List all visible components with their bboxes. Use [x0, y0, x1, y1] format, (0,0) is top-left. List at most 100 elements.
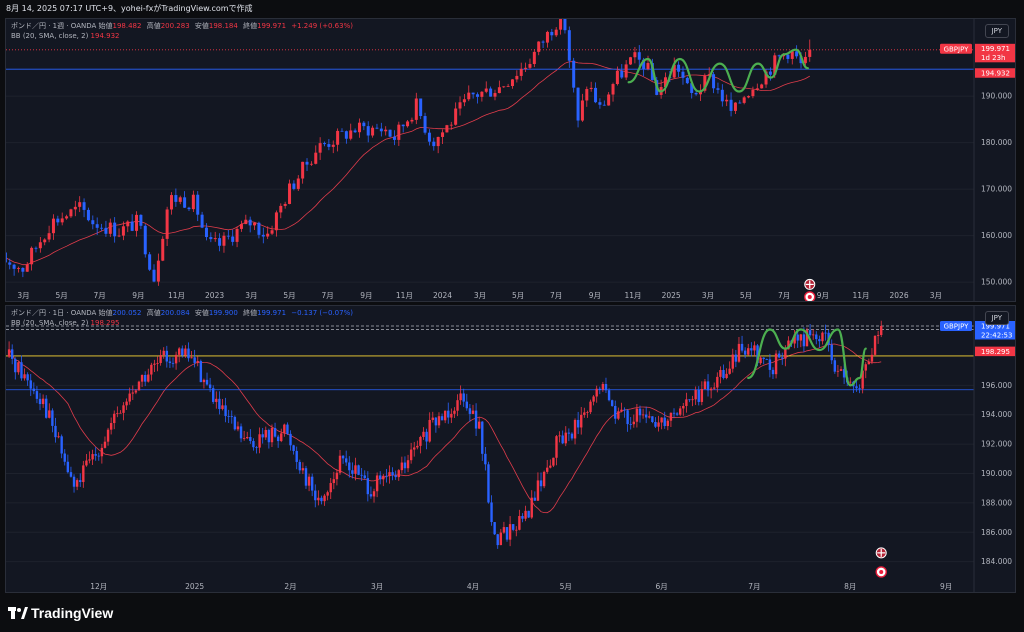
candle-body: [796, 334, 799, 341]
candle-body: [808, 49, 812, 57]
jpy-flag-marker: [875, 566, 887, 578]
candle-body: [425, 431, 428, 442]
symbol-price-tag-label: GBPJPY: [944, 322, 970, 330]
candle-body: [156, 260, 160, 282]
candle-body: [632, 421, 636, 425]
legend-low-label: 安値: [194, 309, 209, 317]
y-tick-label: 170.000: [981, 185, 1012, 194]
candle-body: [174, 195, 178, 202]
candle-body: [360, 474, 363, 476]
chart-caption: 8月 14, 2025 07:17 UTC+9、yohei-fxがTrading…: [6, 4, 253, 13]
weekly-indicator-legend[interactable]: BB (20, SMA, close, 2) 194.932: [11, 32, 123, 41]
candle-body: [289, 433, 292, 446]
candle-body: [607, 390, 611, 401]
candle-body: [165, 209, 169, 239]
daily-chart-canvas[interactable]: 196.000 194.000 192.000 190.000 188.000 186.0…: [6, 306, 1016, 593]
candle-body: [131, 392, 134, 394]
candle-body: [348, 462, 351, 471]
candle-body: [589, 401, 592, 413]
candle-body: [542, 471, 546, 487]
candle-body: [697, 389, 700, 402]
candle-body: [563, 19, 567, 31]
x-tick-label: 2026: [890, 291, 909, 300]
x-tick-label: 3月: [702, 291, 714, 300]
weekly-chart-canvas[interactable]: 190.000 180.000 170.000 160.000 150.000 GBPJP…: [6, 19, 1016, 302]
candle-body: [471, 410, 475, 414]
candle-body: [573, 419, 577, 439]
candle-body: [620, 70, 624, 78]
candle-body: [410, 119, 414, 122]
candle-body: [677, 64, 681, 72]
candle-body: [249, 436, 252, 442]
candle-body: [604, 384, 608, 391]
candle-body: [409, 449, 413, 461]
candle-body: [168, 361, 172, 363]
candle-body: [576, 87, 580, 121]
candle-body: [703, 381, 707, 390]
candle-body: [320, 497, 323, 502]
candle-body: [519, 68, 523, 76]
weekly-chart-pane[interactable]: 190.000 180.000 170.000 160.000 150.000 GBPJP…: [5, 18, 1016, 302]
tradingview-logo: TradingView: [8, 603, 113, 623]
daily-chart-pane[interactable]: 196.000 194.000 192.000 190.000 188.000 186.0…: [5, 305, 1016, 593]
candle-body: [221, 405, 224, 409]
candle-body: [139, 214, 143, 226]
candle-body: [419, 98, 423, 117]
y-tick-label: 194.000: [981, 410, 1012, 419]
x-tick-label: 7月: [94, 291, 106, 300]
candle-body: [657, 422, 660, 427]
candle-body: [159, 355, 162, 364]
candle-body: [310, 476, 314, 491]
candle-body: [63, 453, 66, 462]
candle-body: [759, 357, 762, 364]
candle-body: [25, 264, 29, 272]
x-tick-label: 3月: [371, 582, 383, 591]
candle-body: [880, 325, 883, 335]
candle-body: [873, 335, 877, 355]
candle-body: [467, 92, 471, 100]
x-tick-label: 5月: [512, 291, 524, 300]
candle-body: [199, 361, 203, 383]
candle-body: [441, 132, 445, 137]
candle-body: [274, 212, 278, 231]
candle-body: [331, 144, 335, 147]
candle-body: [60, 436, 63, 454]
candle-body: [805, 330, 809, 347]
candle-body: [26, 374, 29, 381]
candle-body: [700, 389, 704, 402]
candle-body: [675, 413, 679, 415]
price-label-box: [975, 43, 1015, 54]
candle-body: [672, 64, 676, 78]
x-tick-label: 5月: [560, 582, 572, 591]
candle-body: [397, 470, 400, 478]
candle-body: [545, 31, 549, 43]
candle-body: [505, 527, 509, 540]
candle-body: [454, 108, 458, 125]
legend-symbol-name: ポンド／円 · 1週 · OANDA: [11, 22, 97, 30]
candle-body: [116, 413, 119, 414]
legend-close-label: 終値: [243, 22, 258, 30]
currency-button[interactable]: JPY: [984, 311, 1009, 325]
candle-body: [493, 522, 496, 535]
candle-body: [803, 56, 807, 64]
candle-body: [743, 350, 747, 355]
candle-body: [191, 194, 195, 210]
tradingview-logo-icon: [8, 607, 28, 619]
candle-body: [100, 227, 104, 229]
candle-body: [432, 141, 436, 147]
daily-indicator-legend[interactable]: BB (20, SMA, close, 2) 198.295: [11, 319, 123, 328]
candle-body: [842, 369, 846, 378]
y-tick-label: 196.000: [981, 381, 1012, 390]
currency-button[interactable]: JPY: [984, 24, 1009, 38]
candle-body: [91, 454, 94, 460]
candle-body: [484, 453, 487, 465]
candle-body: [753, 345, 756, 351]
candle-body: [252, 441, 255, 448]
candle-body: [650, 63, 654, 81]
candle-body: [161, 238, 165, 261]
candle-body: [773, 55, 777, 75]
candle-body: [722, 370, 725, 379]
candle-body: [244, 219, 248, 225]
candle-body: [394, 475, 397, 478]
candle-body: [317, 497, 320, 501]
